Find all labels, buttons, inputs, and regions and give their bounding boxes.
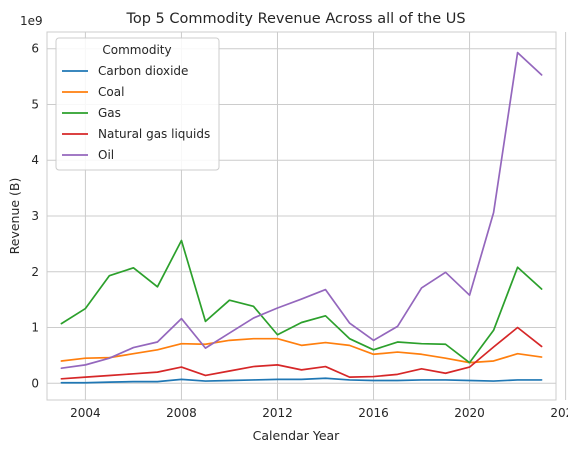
y-tick-label: 2 <box>31 265 39 279</box>
y-tick-label: 5 <box>31 97 39 111</box>
series-line-natural-gas-liquids <box>60 326 543 380</box>
legend-label-coal: Coal <box>98 85 124 99</box>
y-tick-labels: 0 1 2 3 4 5 6 <box>31 42 39 391</box>
x-tick-label: 2004 <box>70 406 101 420</box>
series-line-gas <box>60 239 543 364</box>
legend-box <box>55 37 220 171</box>
x-tick-label: 2016 <box>358 406 389 420</box>
y-offset-label: 1e9 <box>20 14 43 28</box>
legend-label-natural-gas-liquids: Natural gas liquids <box>98 127 210 141</box>
series-layer <box>60 51 543 384</box>
series-line-carbon-dioxide <box>60 377 543 384</box>
plot-frame <box>46 31 557 401</box>
legend-items: Carbon dioxide Coal Gas Natural gas liquids… <box>62 64 210 162</box>
x-tick-labels: 2004 2008 2012 2016 2020 2024 <box>70 406 568 420</box>
y-tick-label: 0 <box>31 376 39 390</box>
chart-title: Top 5 Commodity Revenue Across all of th… <box>125 11 465 27</box>
y-tick-label: 4 <box>31 153 39 167</box>
legend: Commodity Carbon dioxide Coal Gas Natural g… <box>55 37 220 171</box>
legend-label-carbon-dioxide: Carbon dioxide <box>98 64 188 78</box>
legend-label-oil: Oil <box>98 148 114 162</box>
x-axis-label: Calendar Year <box>253 428 341 443</box>
y-tick-label: 3 <box>31 209 39 223</box>
legend-title: Commodity <box>102 43 171 57</box>
series-line-oil <box>60 51 543 370</box>
series-line-coal <box>60 337 543 364</box>
x-tick-label: 2024 <box>550 406 568 420</box>
legend-label-gas: Gas <box>98 106 121 120</box>
y-tick-label: 6 <box>31 42 39 56</box>
y-tick-label: 1 <box>31 321 39 335</box>
x-tick-label: 2008 <box>166 406 197 420</box>
x-tick-label: 2020 <box>454 406 485 420</box>
x-tick-label: 2012 <box>262 406 293 420</box>
y-axis-label: Revenue (B) <box>7 178 22 255</box>
